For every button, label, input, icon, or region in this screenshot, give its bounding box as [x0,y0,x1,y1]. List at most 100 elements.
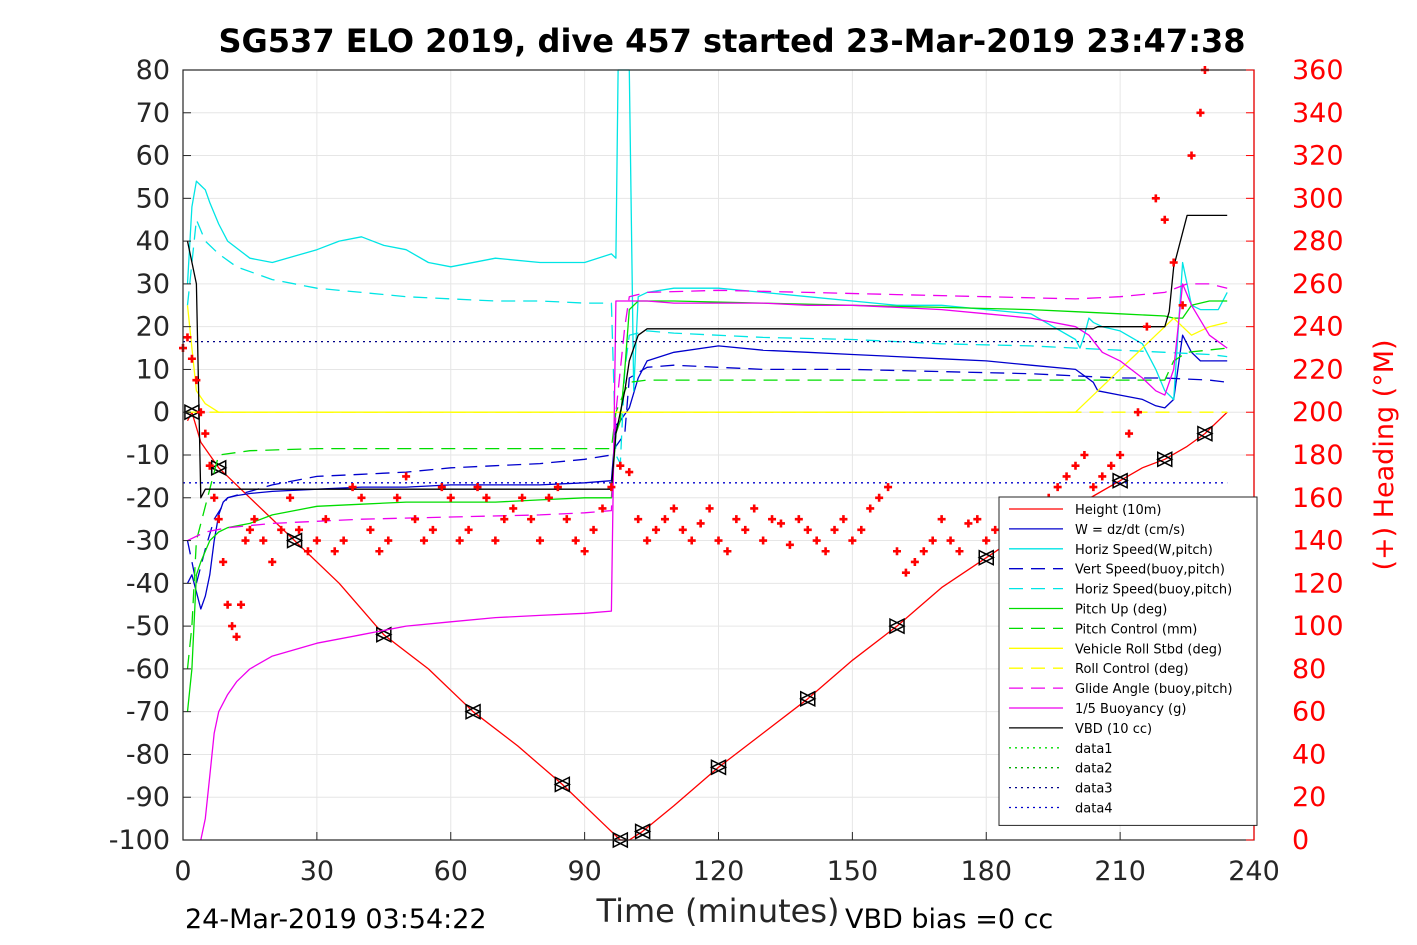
heading-point [428,525,437,534]
series-1-5-buoyancy-g [200,283,1228,841]
legend: Height (10m) W = dz/dt (cm/s) Horiz Speed(… [998,496,1258,826]
heading-point [223,600,232,609]
heading-point [803,525,812,534]
y-tick-label: 20 [136,312,170,343]
heading-point [875,493,884,502]
series-horiz-speed-w-pitch [186,69,1228,401]
y-tick-label: 10 [136,354,170,385]
heading-point [660,515,669,524]
heading-point [732,515,741,524]
heading-point [607,483,616,492]
y-right-tick-label: 140 [1292,526,1344,557]
heading-point [464,525,473,534]
y-right-tick-label: 180 [1292,440,1344,471]
heading-point [696,519,705,528]
y-tick-label: -40 [126,568,170,599]
y-right-tick-label: 40 [1292,739,1326,770]
heading-point [598,504,607,513]
legend-entry: Pitch Up (deg) [1075,603,1167,618]
y-right-tick-label: 120 [1292,568,1344,599]
heading-point [1196,108,1205,117]
series-pitch-up-deg [186,300,1228,712]
heading-point [553,483,562,492]
heading-point [625,468,634,477]
y-right-tick-label: 360 [1292,55,1344,86]
heading-point [402,472,411,481]
heading-point [1089,483,1098,492]
x-tick-label: 120 [693,856,745,887]
y-tick-label: -50 [126,611,170,642]
legend-entry: W = dz/dt (cm/s) [1075,523,1185,538]
y-tick-label: -100 [109,825,170,856]
heading-point [196,408,205,417]
heading-point [982,536,991,545]
heading-point [183,333,192,342]
heading-point [303,547,312,556]
depth-marker [633,823,651,840]
legend-entry: Glide Angle (buoy,pitch) [1075,682,1233,697]
legend-entry: data4 [1075,802,1113,817]
heading-point [219,557,228,566]
heading-point [1053,483,1062,492]
heading-point [237,600,246,609]
x-tick-label: 60 [434,856,468,887]
y-tick-label: -20 [126,483,170,514]
heading-point [1151,194,1160,203]
heading-point [714,536,723,545]
heading-point [241,536,250,545]
chart-title: SG537 ELO 2019, dive 457 started 23-Mar-… [218,22,1245,60]
heading-point [277,525,286,534]
depth-marker [888,617,905,635]
footer-vbd-bias: VBD bias =0 cc [845,904,1053,935]
heading-point [205,461,214,470]
heading-point [928,536,937,545]
heading-point [295,525,304,534]
series-vbd-10-cc [186,214,1228,499]
heading-point [232,632,241,641]
heading-point [339,536,348,545]
heading-point [839,515,848,524]
heading-point [187,354,196,363]
heading-point [669,504,678,513]
y-right-tick-label: 160 [1292,483,1344,514]
y-right-tick-label: 300 [1292,183,1344,214]
heading-point [527,515,536,524]
heading-point [884,483,893,492]
heading-point [1116,451,1125,459]
depth-marker [799,690,816,708]
heading-point [830,525,839,534]
x-tick-label: 0 [174,856,191,887]
legend-entry: Height (10m) [1075,503,1161,518]
heading-point [741,525,750,534]
heading-point [259,536,268,545]
y-right-tick-label: 340 [1292,98,1344,129]
depth-marker [977,549,994,566]
heading-point [910,557,919,566]
legend-entry: data1 [1075,742,1113,757]
heading-point [411,515,420,524]
heading-point [286,493,295,502]
heading-point [589,525,598,534]
y-right-tick-label: 280 [1292,226,1344,257]
x-tick-label: 240 [1228,856,1280,887]
x-tick-label: 150 [827,856,879,887]
heading-point [919,547,928,556]
heading-point [562,515,571,524]
y-right-tick-label: 320 [1292,141,1344,172]
heading-point [268,557,277,566]
heading-point [491,536,500,545]
heading-point [1133,408,1142,417]
heading-point [678,525,687,534]
depth-marker [375,626,392,643]
heading-point [509,504,518,513]
heading-point [759,536,768,545]
depth-marker [709,759,727,776]
heading-point [812,536,821,545]
heading-point [500,515,509,524]
heading-point [250,515,259,524]
heading-point [955,547,964,556]
y-tick-label: 40 [136,226,170,257]
heading-point [857,525,866,534]
heading-point [1142,322,1151,331]
